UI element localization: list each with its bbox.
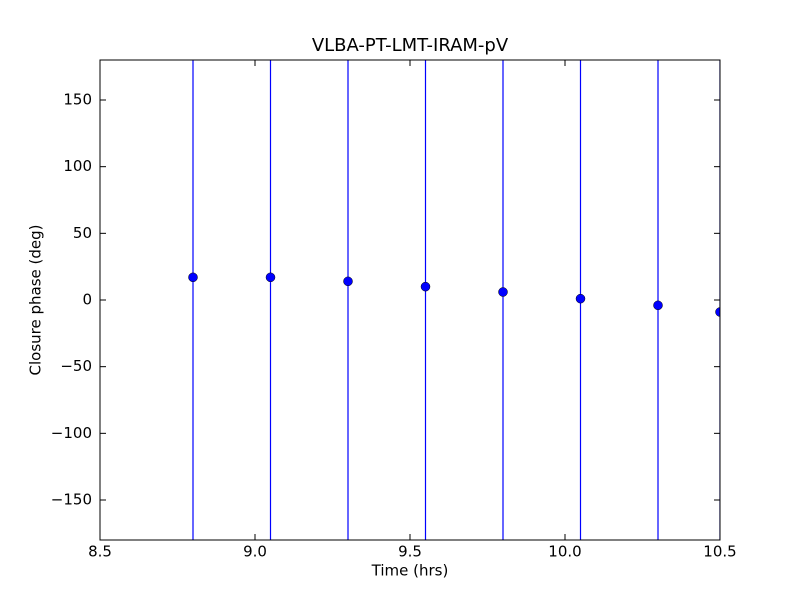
y-tick-label: 100 <box>63 157 92 175</box>
y-tick-label: 150 <box>63 91 92 109</box>
y-tick-label: −50 <box>60 357 92 375</box>
data-point <box>715 307 720 317</box>
y-tick-label: 50 <box>73 224 92 242</box>
data-point <box>498 287 508 297</box>
data-point <box>420 281 431 292</box>
x-tick-label: 10.5 <box>703 543 736 561</box>
x-tick-label: 9.0 <box>243 543 267 561</box>
x-tick-label: 10.0 <box>548 543 581 561</box>
data-point <box>343 276 353 287</box>
y-tick-label: −150 <box>51 491 92 509</box>
data-point <box>575 293 586 304</box>
y-axis-label: Closure phase (deg) <box>27 225 45 376</box>
y-tick-label: 0 <box>82 291 92 309</box>
x-axis-label: Time (hrs) <box>371 562 449 580</box>
data-point <box>188 272 198 283</box>
x-tick-label: 9.5 <box>398 543 422 561</box>
y-tick-label: −100 <box>51 424 92 442</box>
chart-title: VLBA-PT-LMT-IRAM-pV <box>312 35 509 56</box>
data-point <box>265 272 276 283</box>
x-tick-label: 8.5 <box>88 543 112 561</box>
data-point <box>653 300 663 311</box>
plot-area <box>188 60 720 540</box>
